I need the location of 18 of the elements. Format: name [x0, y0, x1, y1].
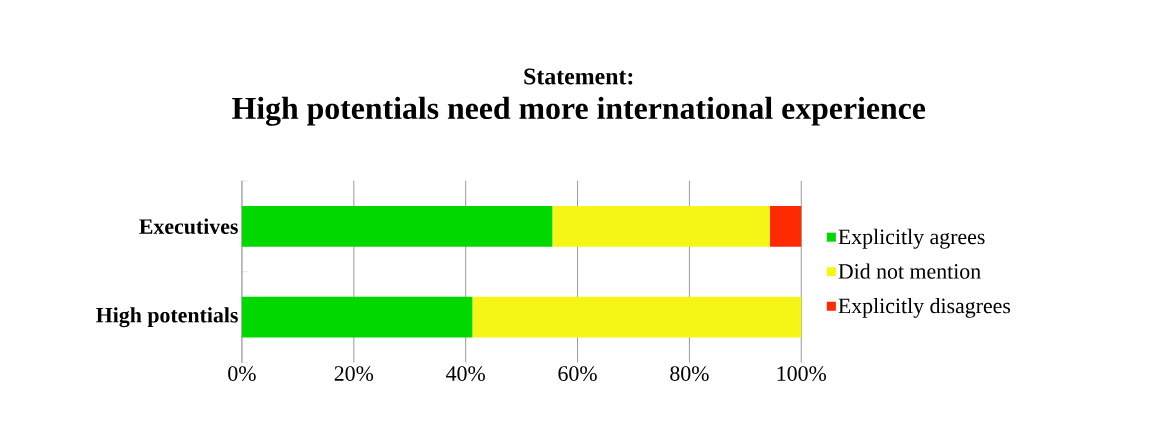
x-tick-label: 20% [334, 366, 374, 381]
legend-label: Explicitly agrees [838, 228, 985, 249]
y-tick-label: High potentials [96, 307, 238, 328]
chart-title: Statement: [524, 68, 633, 85]
x-tick-label: 40% [446, 366, 485, 381]
x-tick-label: 100% [777, 366, 827, 381]
chart-subtitle: High potentials need more international experience [232, 96, 926, 126]
bar [552, 205, 770, 247]
x-tick-label: 80% [670, 366, 709, 381]
legend-label: Explicitly disagrees [838, 297, 1011, 318]
x-tick-label: 0% [228, 366, 256, 381]
bar [472, 296, 802, 338]
legend-label: Did not mention [838, 263, 981, 279]
bar [241, 296, 473, 338]
y-tick-label: Executives [139, 218, 238, 234]
bar [241, 205, 553, 247]
bar [769, 205, 802, 247]
x-tick-label: 60% [558, 366, 597, 381]
